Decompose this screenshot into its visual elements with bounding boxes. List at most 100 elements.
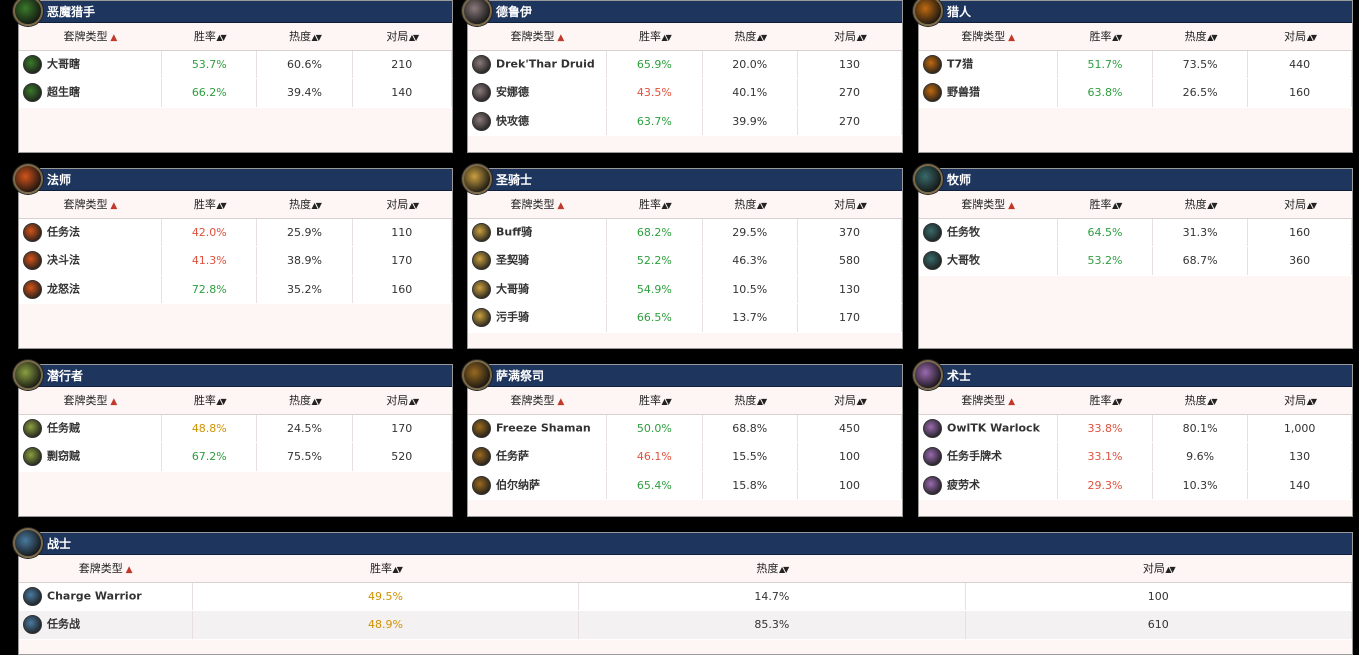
table-row[interactable]: Drek'Thar Druid 65.9% 20.0% 130 bbox=[468, 50, 903, 79]
deck-name-cell[interactable]: 龙怒法 bbox=[19, 275, 163, 304]
games-value: 140 bbox=[391, 86, 413, 100]
column-header-win-rate[interactable]: 胜率 ▲▼ bbox=[192, 555, 579, 583]
deck-name-cell[interactable]: 伯尔纳萨 bbox=[468, 471, 608, 500]
table-row[interactable]: 任务手牌术 33.1% 9.6% 130 bbox=[919, 442, 1352, 472]
table-row[interactable]: Freeze Shaman 50.0% 68.8% 450 bbox=[468, 414, 903, 443]
table-row[interactable]: Charge Warrior 49.5% 14.7% 100 bbox=[19, 582, 1353, 611]
deck-name-cell[interactable]: 任务手牌术 bbox=[919, 442, 1058, 472]
column-header-games[interactable]: 对局 ▲▼ bbox=[965, 555, 1352, 583]
table-row[interactable]: 污手骑 66.5% 13.7% 170 bbox=[468, 303, 903, 333]
table-row[interactable]: 圣契骑 52.2% 46.3% 580 bbox=[468, 246, 903, 276]
class-panel-header: 德鲁伊 bbox=[462, 0, 902, 26]
column-header-win-rate[interactable]: 胜率 ▲▼ bbox=[606, 23, 703, 51]
column-header-games[interactable]: 对局 ▲▼ bbox=[1247, 387, 1352, 415]
column-header-win-rate[interactable]: 胜率 ▲▼ bbox=[161, 387, 257, 415]
column-header-games[interactable]: 对局 ▲▼ bbox=[797, 387, 902, 415]
deck-name-cell[interactable]: Freeze Shaman bbox=[468, 414, 608, 443]
deck-name-cell[interactable]: 疲劳术 bbox=[919, 471, 1058, 500]
column-header-popularity[interactable]: 热度 ▲▼ bbox=[1152, 191, 1248, 219]
column-header-popularity[interactable]: 热度 ▲▼ bbox=[702, 387, 798, 415]
column-header-win-rate[interactable]: 胜率 ▲▼ bbox=[606, 387, 703, 415]
table-row[interactable]: Buff骑 68.2% 29.5% 370 bbox=[468, 218, 903, 247]
column-header-win-rate[interactable]: 胜率 ▲▼ bbox=[161, 191, 257, 219]
win-rate-value: 53.2% bbox=[1087, 254, 1123, 268]
table-row[interactable]: 大哥骑 54.9% 10.5% 130 bbox=[468, 275, 903, 304]
table-row[interactable]: 快攻德 63.7% 39.9% 270 bbox=[468, 107, 903, 136]
column-header-deck-type[interactable]: 套牌类型 ▲ bbox=[19, 387, 162, 415]
column-header-win-rate[interactable]: 胜率 ▲▼ bbox=[1057, 23, 1153, 51]
table-row[interactable]: T7猎 51.7% 73.5% 440 bbox=[919, 50, 1352, 79]
deck-name: Buff骑 bbox=[496, 225, 533, 239]
column-header-games[interactable]: 对局 ▲▼ bbox=[1247, 191, 1352, 219]
deck-name-cell[interactable]: 圣契骑 bbox=[468, 246, 608, 276]
column-header-win-rate[interactable]: 胜率 ▲▼ bbox=[606, 191, 703, 219]
table-row[interactable]: 任务贼 48.8% 24.5% 170 bbox=[19, 414, 452, 443]
deck-name-cell[interactable]: 剽窃贼 bbox=[19, 442, 163, 472]
deck-name-cell[interactable]: Drek'Thar Druid bbox=[468, 50, 608, 79]
deck-name-cell[interactable]: 任务贼 bbox=[19, 414, 163, 443]
deck-name-cell[interactable]: T7猎 bbox=[919, 50, 1058, 79]
table-row[interactable]: 剽窃贼 67.2% 75.5% 520 bbox=[19, 442, 452, 472]
column-header-popularity[interactable]: 热度 ▲▼ bbox=[702, 23, 798, 51]
column-header-deck-type[interactable]: 套牌类型 ▲ bbox=[919, 191, 1058, 219]
deck-name-cell[interactable]: 任务法 bbox=[19, 218, 163, 247]
column-header-deck-type[interactable]: 套牌类型 ▲ bbox=[468, 191, 607, 219]
column-header-popularity[interactable]: 热度 ▲▼ bbox=[256, 387, 352, 415]
deck-name-cell[interactable]: 野兽猎 bbox=[919, 78, 1058, 108]
column-header-deck-type[interactable]: 套牌类型 ▲ bbox=[19, 555, 193, 583]
deck-name-cell[interactable]: 污手骑 bbox=[468, 303, 608, 333]
column-header-deck-type[interactable]: 套牌类型 ▲ bbox=[19, 191, 162, 219]
deck-name-cell[interactable]: 任务牧 bbox=[919, 218, 1058, 247]
deck-name-cell[interactable]: Charge Warrior bbox=[19, 582, 193, 611]
table-row[interactable]: 大哥牧 53.2% 68.7% 360 bbox=[919, 246, 1352, 276]
column-header-games[interactable]: 对局 ▲▼ bbox=[797, 191, 902, 219]
column-header-games[interactable]: 对局 ▲▼ bbox=[352, 191, 452, 219]
column-header-popularity[interactable]: 热度 ▲▼ bbox=[578, 555, 966, 583]
table-row[interactable]: 任务战 48.9% 85.3% 610 bbox=[19, 610, 1353, 640]
win-rate-value: 42.0% bbox=[191, 225, 227, 239]
table-row[interactable]: 决斗法 41.3% 38.9% 170 bbox=[19, 246, 452, 276]
table-row[interactable]: 超生瞎 66.2% 39.4% 140 bbox=[19, 78, 452, 108]
deck-name-cell[interactable]: 大哥瞎 bbox=[19, 50, 163, 79]
games-value: 170 bbox=[838, 311, 860, 325]
deck-name-cell[interactable]: 超生瞎 bbox=[19, 78, 163, 108]
column-header-deck-type[interactable]: 套牌类型 ▲ bbox=[19, 23, 162, 51]
deck-name-cell[interactable]: 决斗法 bbox=[19, 246, 163, 276]
column-header-deck-type[interactable]: 套牌类型 ▲ bbox=[919, 23, 1058, 51]
column-header-popularity[interactable]: 热度 ▲▼ bbox=[256, 23, 352, 51]
table-row[interactable]: 疲劳术 29.3% 10.3% 140 bbox=[919, 471, 1352, 500]
deck-name-cell[interactable]: 安娜德 bbox=[468, 78, 608, 108]
table-row[interactable]: 伯尔纳萨 65.4% 15.8% 100 bbox=[468, 471, 903, 500]
column-header-deck-type[interactable]: 套牌类型 ▲ bbox=[919, 387, 1058, 415]
column-header-popularity[interactable]: 热度 ▲▼ bbox=[256, 191, 352, 219]
table-row[interactable]: 安娜德 43.5% 40.1% 270 bbox=[468, 78, 903, 108]
win-rate-value: 48.9% bbox=[367, 618, 403, 632]
column-header-popularity[interactable]: 热度 ▲▼ bbox=[1152, 387, 1248, 415]
table-row[interactable]: 任务牧 64.5% 31.3% 160 bbox=[919, 218, 1352, 247]
table-row[interactable]: 任务萨 46.1% 15.5% 100 bbox=[468, 442, 903, 472]
column-header-win-rate[interactable]: 胜率 ▲▼ bbox=[161, 23, 257, 51]
table-row[interactable]: 龙怒法 72.8% 35.2% 160 bbox=[19, 275, 452, 304]
table-row[interactable]: 野兽猎 63.8% 26.5% 160 bbox=[919, 78, 1352, 108]
column-header-games[interactable]: 对局 ▲▼ bbox=[797, 23, 902, 51]
column-header-popularity[interactable]: 热度 ▲▼ bbox=[1152, 23, 1248, 51]
sort-toggle-icon: ▲▼ bbox=[1306, 33, 1317, 43]
deck-name-cell[interactable]: 快攻德 bbox=[468, 107, 608, 136]
column-header-deck-type[interactable]: 套牌类型 ▲ bbox=[468, 23, 607, 51]
table-row[interactable]: 任务法 42.0% 25.9% 110 bbox=[19, 218, 452, 247]
column-header-win-rate[interactable]: 胜率 ▲▼ bbox=[1057, 387, 1153, 415]
deck-name-cell[interactable]: 任务萨 bbox=[468, 442, 608, 472]
deck-name-cell[interactable]: 大哥牧 bbox=[919, 246, 1058, 276]
column-header-games[interactable]: 对局 ▲▼ bbox=[352, 23, 452, 51]
column-header-games[interactable]: 对局 ▲▼ bbox=[1247, 23, 1352, 51]
deck-name-cell[interactable]: Buff骑 bbox=[468, 218, 608, 247]
table-row[interactable]: 大哥瞎 53.7% 60.6% 210 bbox=[19, 50, 452, 79]
column-header-popularity[interactable]: 热度 ▲▼ bbox=[702, 191, 798, 219]
table-row[interactable]: OwlTK Warlock 33.8% 80.1% 1,000 bbox=[919, 414, 1352, 443]
deck-name-cell[interactable]: 任务战 bbox=[19, 610, 193, 640]
column-header-deck-type[interactable]: 套牌类型 ▲ bbox=[468, 387, 607, 415]
deck-name-cell[interactable]: 大哥骑 bbox=[468, 275, 608, 304]
column-header-games[interactable]: 对局 ▲▼ bbox=[352, 387, 452, 415]
deck-name-cell[interactable]: OwlTK Warlock bbox=[919, 414, 1058, 443]
column-header-win-rate[interactable]: 胜率 ▲▼ bbox=[1057, 191, 1153, 219]
